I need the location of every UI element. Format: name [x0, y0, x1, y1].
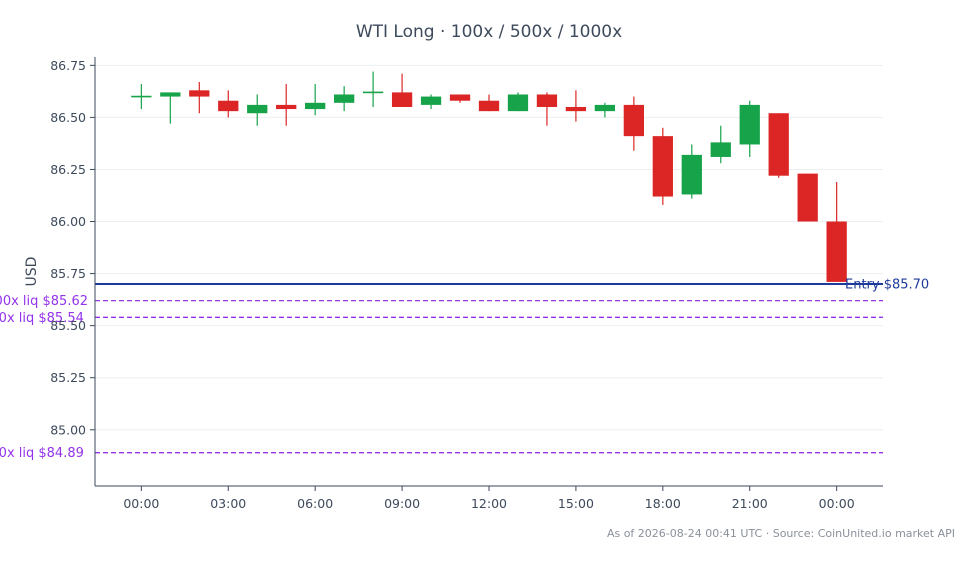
candle-body	[420, 96, 442, 105]
y-tick-label: 86.75	[50, 58, 86, 73]
candle-body	[768, 113, 789, 176]
candle-body	[739, 104, 760, 145]
candle-body	[478, 100, 500, 112]
source-footer: As of 2026-08-24 00:41 UTC · Source: Coi…	[607, 527, 955, 540]
candle-body	[160, 92, 181, 97]
candle-body	[189, 90, 210, 97]
candle-body	[276, 104, 297, 110]
candle-body	[449, 94, 471, 101]
x-tick-label: 12:00	[471, 496, 507, 511]
entry-label: Entry $85.70	[845, 277, 929, 292]
candle-body	[536, 94, 558, 107]
candle-body	[710, 142, 731, 157]
x-tick-label: 06:00	[297, 496, 333, 511]
candle-body	[362, 91, 384, 94]
candle-body	[305, 102, 326, 110]
x-tick-label: 15:00	[558, 496, 594, 511]
candle-body	[652, 136, 673, 197]
y-tick-label: 86.50	[50, 110, 86, 125]
candle-body	[594, 104, 616, 112]
x-tick-label: 18:00	[645, 496, 681, 511]
candle-body	[826, 221, 847, 282]
liquidation-label: 1000x liq $85.62	[0, 294, 88, 309]
x-tick-label: 00:00	[123, 496, 159, 511]
x-tick-label: 03:00	[210, 496, 246, 511]
candle-body	[131, 95, 152, 98]
candles	[131, 71, 847, 282]
grid	[95, 64, 883, 431]
y-tick-label: 86.25	[50, 162, 86, 177]
candle-body	[797, 173, 818, 222]
y-tick-label: 85.25	[50, 370, 86, 385]
candle-body	[565, 106, 587, 112]
reference-lines: Entry $85.70 1000x liq $85.62 500x liq $85…	[0, 277, 929, 461]
chart-title: WTI Long · 100x / 500x / 1000x	[356, 22, 622, 42]
liquidation-label: 100x liq $84.89	[0, 446, 84, 461]
x-tick-label: 21:00	[732, 496, 768, 511]
y-tick-label: 85.75	[50, 266, 86, 281]
candle-body	[334, 94, 355, 103]
candle-body	[247, 104, 268, 114]
y-tick-label: 86.00	[50, 214, 86, 229]
x-tick-label: 09:00	[384, 496, 420, 511]
y-tick-label: 85.50	[50, 318, 86, 333]
liquidation-label: 500x liq $85.54	[0, 311, 84, 326]
candle-body	[391, 92, 413, 107]
ticks: 85.00 85.25 85.50 85.75 86.00 86.25 86.50 86.75…	[50, 58, 854, 511]
y-axis-label: USD	[24, 257, 40, 287]
y-tick-label: 85.00	[50, 422, 86, 437]
x-tick-label: 00:00	[819, 496, 855, 511]
axes	[94, 57, 883, 487]
candle-body	[681, 154, 702, 195]
candle-body	[218, 100, 239, 112]
candle-body	[623, 104, 644, 137]
candle-body	[507, 94, 529, 112]
